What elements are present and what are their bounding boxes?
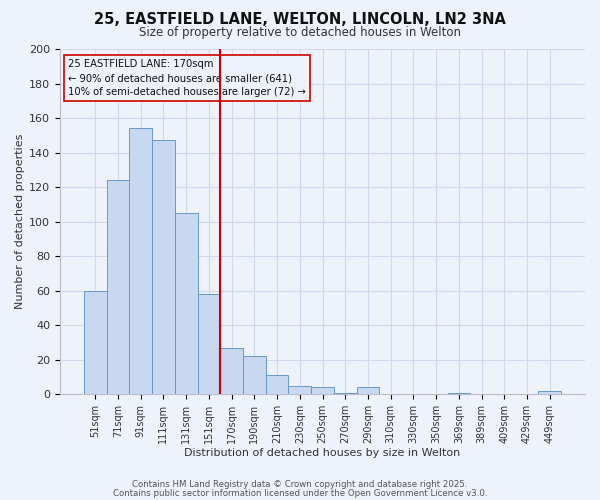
Bar <box>107 180 130 394</box>
X-axis label: Distribution of detached houses by size in Welton: Distribution of detached houses by size … <box>184 448 461 458</box>
Bar <box>538 391 561 394</box>
Bar <box>289 386 311 394</box>
Text: Contains HM Land Registry data © Crown copyright and database right 2025.: Contains HM Land Registry data © Crown c… <box>132 480 468 489</box>
Bar <box>243 356 266 394</box>
Text: 25 EASTFIELD LANE: 170sqm
← 90% of detached houses are smaller (641)
10% of semi: 25 EASTFIELD LANE: 170sqm ← 90% of detac… <box>68 60 306 98</box>
Bar <box>130 128 152 394</box>
Bar <box>266 375 289 394</box>
Bar <box>152 140 175 394</box>
Bar <box>356 388 379 394</box>
Bar <box>448 392 470 394</box>
Bar <box>220 348 243 394</box>
Text: Contains public sector information licensed under the Open Government Licence v3: Contains public sector information licen… <box>113 488 487 498</box>
Text: 25, EASTFIELD LANE, WELTON, LINCOLN, LN2 3NA: 25, EASTFIELD LANE, WELTON, LINCOLN, LN2… <box>94 12 506 28</box>
Y-axis label: Number of detached properties: Number of detached properties <box>15 134 25 310</box>
Bar <box>175 213 197 394</box>
Text: Size of property relative to detached houses in Welton: Size of property relative to detached ho… <box>139 26 461 39</box>
Bar <box>334 392 356 394</box>
Bar <box>84 290 107 394</box>
Bar <box>311 388 334 394</box>
Bar <box>197 294 220 394</box>
